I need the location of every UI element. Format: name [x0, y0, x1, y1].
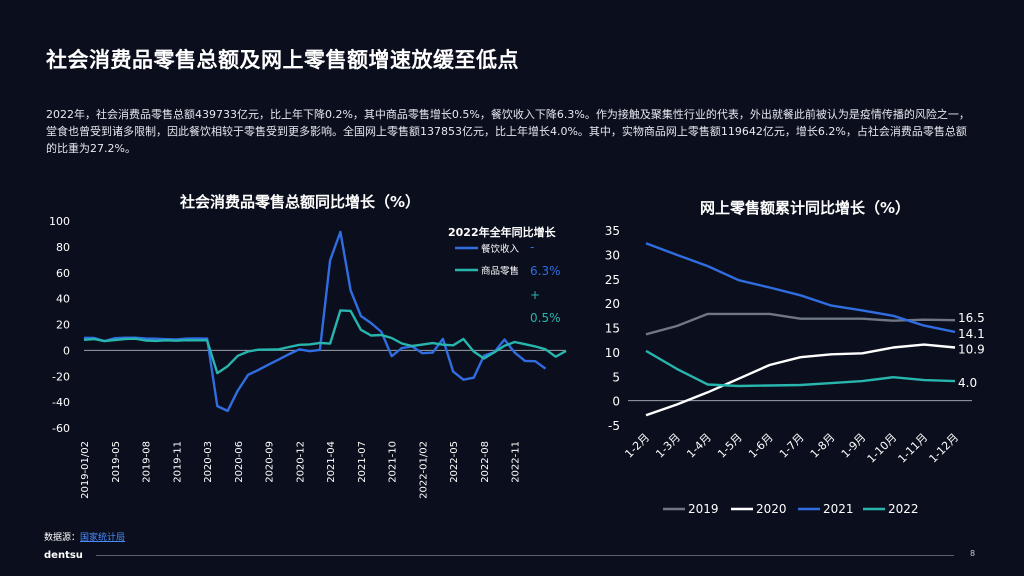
y-tick-label: 60 — [56, 267, 70, 280]
series-line-2022 — [645, 349, 956, 388]
y-tick-label: 30 — [605, 248, 620, 262]
page-title: 社会消费品零售总额及网上零售额增速放缓至低点 — [46, 48, 519, 72]
y-tick-label: 100 — [49, 215, 70, 228]
y-tick-label: -5 — [608, 419, 620, 433]
y-tick-label: 0 — [612, 395, 620, 409]
x-tick-label: 1-12月 — [926, 431, 961, 466]
annotation-catering-sign: - — [530, 240, 534, 254]
page-number: 8 — [970, 549, 976, 558]
legend-label-2022: 2022 — [888, 502, 919, 516]
x-tick-label: 2022-01/02 — [418, 441, 429, 499]
source-label: 数据源： — [44, 533, 81, 543]
end-label-2021: 14.1 — [958, 327, 985, 341]
x-tick-label: 2019-08 — [142, 441, 153, 483]
x-tick-label: 2021-07 — [357, 441, 368, 483]
y-tick-label: -60 — [52, 422, 70, 435]
series-line-goods — [83, 309, 567, 375]
intro-paragraph: 2022年，社会消费品零售总额439733亿元，比上年下降0.2%，其中商品零售… — [46, 108, 970, 155]
x-tick-label: 2020-03 — [203, 441, 214, 483]
y-tick-label: 10 — [605, 346, 620, 360]
end-label-2020: 10.9 — [958, 342, 985, 356]
y-tick-label: 20 — [56, 319, 70, 332]
annotation-goods-value: 0.5% — [530, 311, 561, 325]
y-tick-label: -20 — [52, 370, 70, 383]
x-tick-label: 1-3月 — [653, 431, 683, 461]
annotation-goods-sign: + — [530, 288, 540, 302]
series-line-catering — [83, 230, 547, 413]
series-line-2019 — [645, 312, 956, 336]
y-tick-label: 35 — [605, 224, 620, 238]
x-tick-label: 1-2月 — [622, 431, 652, 461]
x-tick-label: 1-7月 — [777, 431, 807, 461]
online-chart-title: 网上零售额累计同比增长（%） — [699, 199, 911, 217]
y-tick-label: -40 — [52, 396, 70, 409]
footer-divider — [96, 555, 954, 556]
x-tick-label: 2019-05 — [111, 441, 122, 483]
x-tick-label: 1-10月 — [865, 431, 900, 466]
series-line-2020 — [645, 343, 956, 417]
source-link[interactable]: 国家统计局 — [80, 533, 126, 543]
series-line-2021 — [645, 242, 956, 334]
x-tick-label: 2020-09 — [265, 441, 276, 483]
x-tick-label: 2020-06 — [234, 441, 245, 483]
y-tick-label: 15 — [605, 322, 620, 336]
x-tick-label: 2022-08 — [480, 441, 491, 483]
x-tick-label: 2022-05 — [449, 441, 460, 483]
y-tick-label: 80 — [56, 241, 70, 254]
y-tick-label: 0 — [63, 344, 70, 357]
x-tick-label: 2022-11 — [511, 441, 522, 483]
end-label-2022: 4.0 — [958, 376, 977, 390]
x-tick-label: 2019-11 — [172, 441, 183, 483]
retail-chart-title: 社会消费品零售总额同比增长（%） — [179, 193, 421, 211]
x-tick-label: 1-5月 — [715, 431, 745, 461]
end-label-2019: 16.5 — [958, 311, 985, 325]
y-tick-label: 20 — [605, 297, 620, 311]
x-tick-label: 1-8月 — [808, 431, 838, 461]
legend-label-2019: 2019 — [688, 502, 719, 516]
y-tick-label: 25 — [605, 273, 620, 287]
annotation-catering-value: 6.3% — [530, 264, 561, 278]
x-tick-label: 2021-10 — [388, 441, 399, 483]
x-tick-label: 1-4月 — [684, 431, 714, 461]
source-note: 数据源：国家统计局 — [44, 530, 125, 543]
y-tick-label: 5 — [612, 370, 620, 384]
x-tick-label: 2020-12 — [295, 441, 306, 483]
legend-title: 2022年全年同比增长 — [448, 225, 557, 239]
x-tick-label: 1-11月 — [896, 431, 931, 466]
legend-goods-label: 商品零售 — [481, 265, 519, 277]
legend-catering-label: 餐饮收入 — [481, 243, 520, 255]
x-tick-label: 2021-04 — [326, 441, 337, 483]
retail-growth-line-chart: 100 80 60 40 20 0 -20 -40 -60 2019-01/02 2019-05 20… — [49, 215, 567, 499]
x-tick-label: 2019-01/02 — [80, 441, 91, 499]
x-tick-label: 1-6月 — [746, 431, 776, 461]
y-tick-label: 40 — [56, 293, 70, 306]
legend-label-2021: 2021 — [823, 502, 854, 516]
brand-logo: dentsu — [44, 550, 83, 561]
legend-label-2020: 2020 — [756, 502, 787, 516]
